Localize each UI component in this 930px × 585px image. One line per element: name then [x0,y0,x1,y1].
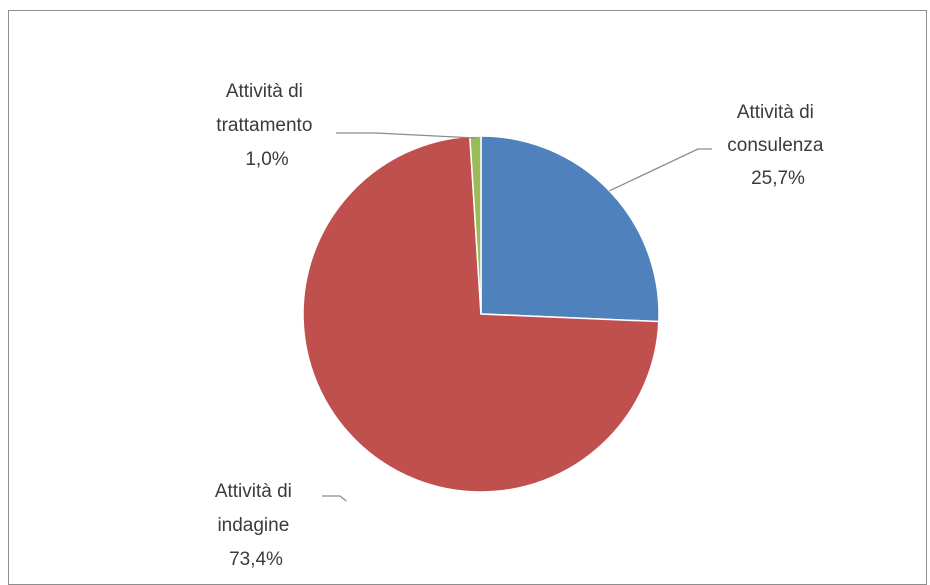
slice-value-trattamento: 1,0% [245,149,288,170]
pie-slice-consulenza [480,135,660,323]
slice-label-consulenza-line1: Attività di [737,102,814,123]
leader-lines [322,132,712,502]
slice-value-consulenza: 25,7% [751,168,805,189]
slice-label-indagine-line2: indagine [217,515,289,536]
leader-line-trattamento [336,132,476,139]
leader-line-indagine [322,495,347,502]
slice-label-indagine-line1: Attività di [215,481,292,502]
slice-label-trattamento-line1: Attività di [226,81,303,102]
slice-label-consulenza-line2: consulenza [727,135,824,156]
pie-slice-indagine [302,135,660,493]
slice-label-trattamento: Attività di trattamento 1,0% [216,81,317,170]
leader-line-consulenza [609,148,712,192]
pie-chart: Attività di consulenza 25,7% Attività di… [215,81,828,570]
pie-slice-trattamento [469,135,482,315]
pie-slices [302,135,660,493]
slice-label-trattamento-line2: trattamento [216,115,312,136]
slice-label-indagine: Attività di indagine 73,4% [215,481,297,570]
slice-value-indagine: 73,4% [229,549,283,570]
slice-label-consulenza: Attività di consulenza 25,7% [727,102,828,189]
